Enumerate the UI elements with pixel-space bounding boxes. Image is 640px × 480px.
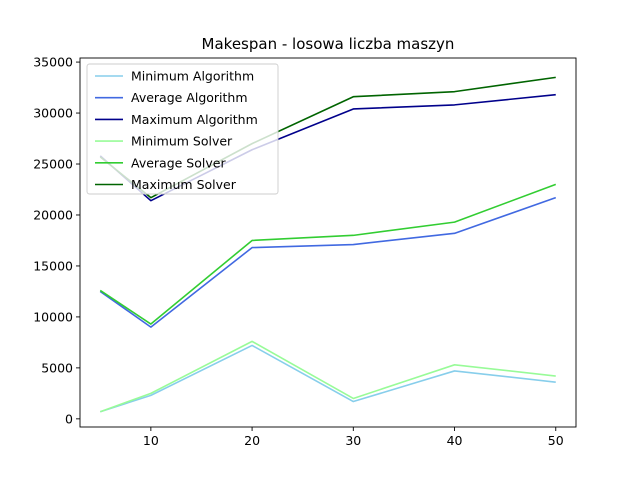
y-tick-label-3: 15000: [33, 258, 73, 273]
y-tick-label-7: 35000: [33, 55, 73, 70]
legend: Minimum Algorithm Average Algorithm Maximu…: [86, 63, 279, 195]
legend-label-2: Maximum Algorithm: [131, 112, 258, 127]
legend-label-5: Maximum Solver: [131, 177, 237, 192]
series-line-3: [99, 340, 556, 413]
y-tick-label-5: 25000: [33, 157, 73, 172]
x-tick-label-0: 10: [143, 433, 159, 448]
series-line-0: [99, 344, 556, 413]
x-tick-label-4: 50: [548, 433, 564, 448]
plot-frame: [79, 57, 577, 428]
y-tick-label-6: 30000: [33, 106, 73, 121]
y-tick-label-4: 20000: [33, 207, 73, 222]
x-tick-label-1: 20: [244, 433, 260, 448]
y-tick-label-1: 5000: [41, 360, 73, 375]
legend-label-0: Minimum Algorithm: [131, 69, 254, 84]
x-tick-label-2: 30: [345, 433, 361, 448]
legend-label-1: Average Algorithm: [131, 90, 248, 105]
series-line-1: [99, 196, 557, 328]
legend-box: [86, 63, 279, 195]
series-line-4: [99, 183, 557, 325]
legend-label-3: Minimum Solver: [131, 134, 233, 149]
y-tick-label-0: 0: [65, 411, 73, 426]
axes-layer: 10 20 30 40 50 0 5000 10000 15000 20000 25000 30000…: [33, 55, 577, 448]
x-tick-label-3: 40: [447, 433, 463, 448]
legend-label-4: Average Solver: [131, 155, 226, 170]
y-tick-label-2: 10000: [33, 309, 73, 324]
chart-title: Makespan - losowa liczba maszyn: [202, 35, 455, 53]
